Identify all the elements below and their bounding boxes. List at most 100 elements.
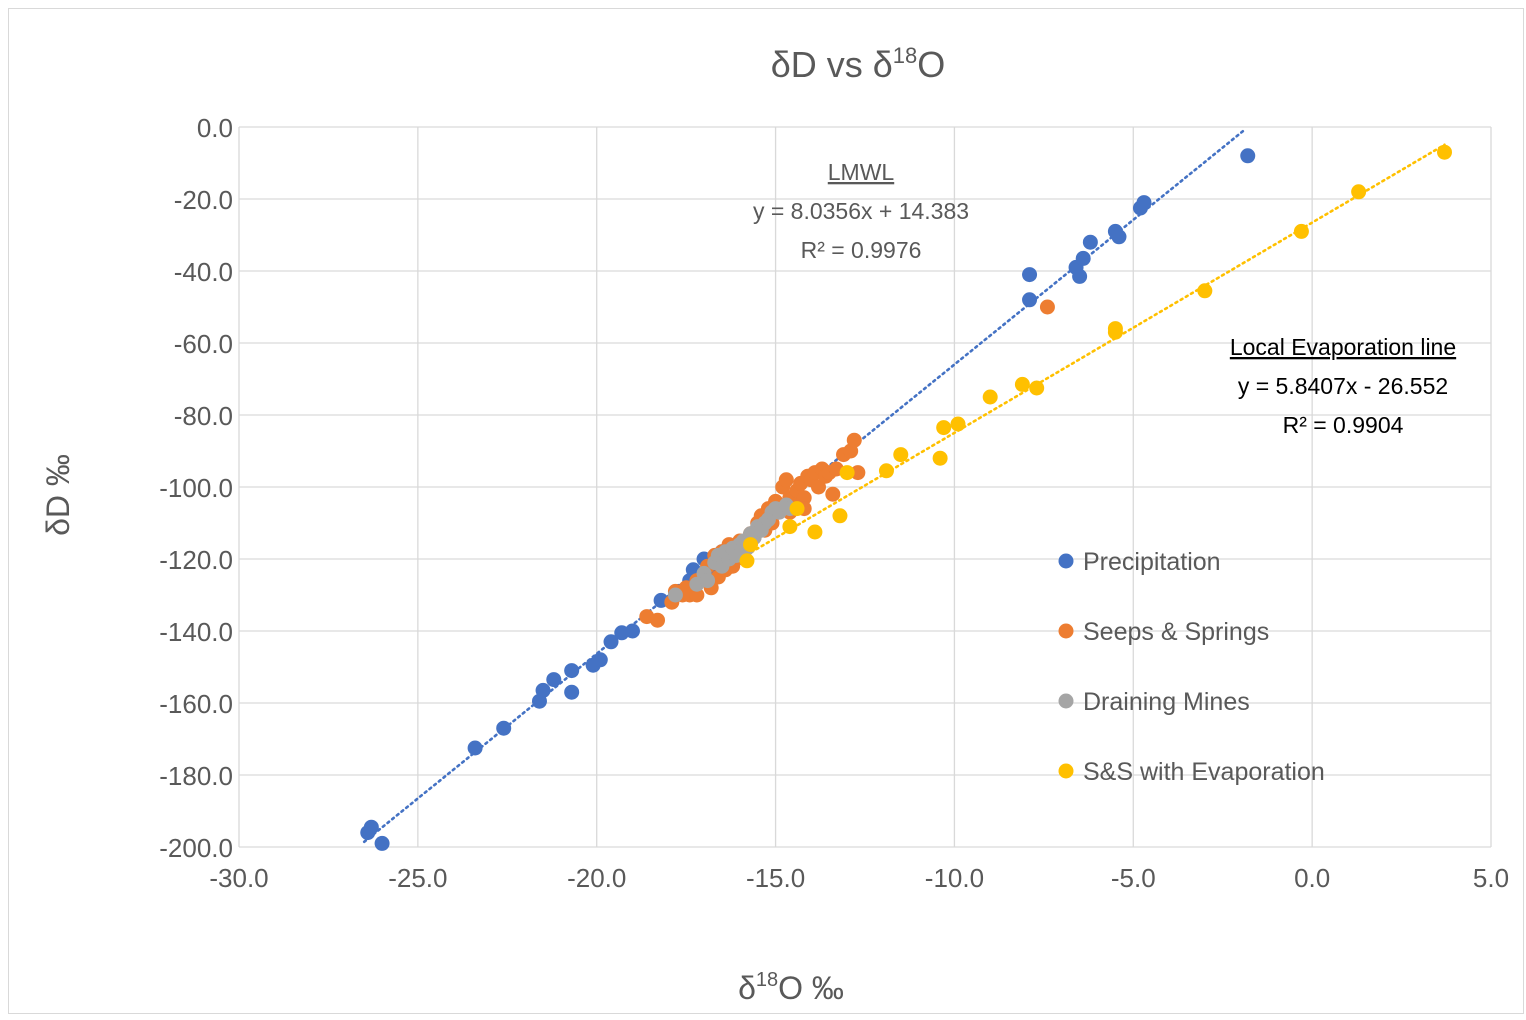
lmwl-r2: R² = 0.9976: [801, 237, 922, 263]
y-tick-label: -100.0: [159, 473, 233, 503]
data-point: [932, 450, 948, 466]
data-point: [1197, 283, 1213, 299]
data-point: [1240, 148, 1256, 164]
evaporation-annotation: Local Evaporation line y = 5.8407x - 26.…: [1230, 334, 1456, 438]
y-tick-label: -140.0: [159, 617, 233, 647]
data-point: [743, 537, 759, 553]
data-point: [778, 472, 794, 488]
data-point: [1014, 376, 1030, 392]
chart-title: δD vs δ18O: [771, 43, 946, 85]
y-tick-label: 0.0: [197, 113, 233, 143]
lmwl-annotation: LMWL y = 8.0356x + 14.383 R² = 0.9976: [753, 159, 969, 263]
data-point: [807, 524, 823, 540]
legend-item: Precipitation: [1058, 548, 1221, 576]
data-point: [667, 587, 683, 603]
data-point: [1111, 229, 1127, 245]
legend-item: Draining Mines: [1058, 688, 1250, 716]
evaporation-r2: R² = 0.9904: [1283, 412, 1404, 438]
data-point: [850, 465, 866, 481]
data-point: [810, 479, 826, 495]
series-2: [667, 497, 798, 603]
y-tick-label: -60.0: [174, 329, 233, 359]
lmwl-title: LMWL: [828, 159, 895, 185]
x-tick-label: -5.0: [1111, 863, 1156, 893]
data-point: [650, 612, 666, 628]
y-tick-label: -180.0: [159, 761, 233, 791]
data-point: [546, 672, 562, 688]
data-point: [1351, 184, 1367, 200]
data-point: [878, 463, 894, 479]
y-tick-label: -20.0: [174, 185, 233, 215]
data-point: [535, 682, 551, 698]
chart-frame: 0.0 -20.0 -40.0 -60.0 -80.0 -100.0 -120.0 -140.…: [8, 8, 1524, 1014]
data-point: [624, 623, 640, 639]
tick-labels: 0.0 -20.0 -40.0 -60.0 -80.0 -100.0 -120.0 -140.…: [159, 113, 1509, 893]
data-point: [1436, 144, 1452, 160]
y-tick-label: -200.0: [159, 833, 233, 863]
series-3: [739, 144, 1452, 569]
data-point: [467, 740, 483, 756]
y-tick-label: -160.0: [159, 689, 233, 719]
data-point: [789, 501, 805, 517]
data-point: [1022, 267, 1038, 283]
evaporation-title: Local Evaporation line: [1230, 334, 1456, 360]
x-tick-label: 0.0: [1294, 863, 1330, 893]
data-point: [846, 432, 862, 448]
legend-label: Seeps & Springs: [1083, 618, 1269, 646]
data-point: [689, 587, 705, 603]
y-axis-label: δD ‰: [40, 454, 76, 536]
data-point: [1029, 380, 1045, 396]
data-point: [1075, 250, 1091, 266]
data-point: [893, 447, 909, 463]
x-tick-label: -20.0: [567, 863, 626, 893]
x-tick-label: -10.0: [925, 863, 984, 893]
legend-marker: [1058, 693, 1074, 709]
evaporation-equation: y = 5.8407x - 26.552: [1238, 373, 1448, 399]
data-point: [1072, 268, 1088, 284]
legend: Precipitation Seeps & Springs Draining Min…: [1058, 548, 1325, 786]
data-point: [739, 553, 755, 569]
legend-label: S&S with Evaporation: [1083, 758, 1325, 786]
legend-label: Draining Mines: [1083, 688, 1250, 716]
data-point: [839, 465, 855, 481]
data-point: [700, 573, 716, 589]
data-point: [496, 720, 512, 736]
data-point: [592, 652, 608, 668]
data-point: [782, 519, 798, 535]
data-point: [982, 389, 998, 405]
data-point: [1039, 299, 1055, 315]
data-point: [564, 684, 580, 700]
scatter-chart: 0.0 -20.0 -40.0 -60.0 -80.0 -100.0 -120.0 -140.…: [40, 43, 1509, 1006]
data-point: [832, 508, 848, 524]
data-point: [796, 490, 812, 506]
data-point: [936, 420, 952, 436]
data-point: [564, 663, 580, 679]
legend-marker: [1058, 763, 1074, 779]
legend-marker: [1058, 623, 1074, 639]
data-point: [603, 634, 619, 650]
data-point: [1136, 195, 1152, 211]
x-tick-label: -15.0: [746, 863, 805, 893]
grid: [238, 126, 1492, 848]
x-tick-label: 5.0: [1473, 863, 1509, 893]
data-point: [1107, 324, 1123, 340]
x-axis-label: δ18O ‰: [738, 969, 844, 1006]
y-tick-label: -40.0: [174, 257, 233, 287]
data-point: [825, 486, 841, 502]
y-tick-label: -120.0: [159, 545, 233, 575]
data-point: [1022, 292, 1038, 308]
x-tick-label: -25.0: [388, 863, 447, 893]
data-point: [1293, 223, 1309, 239]
data-points: [360, 144, 1452, 851]
x-tick-label: -30.0: [209, 863, 268, 893]
data-point: [374, 835, 390, 851]
data-point: [1082, 234, 1098, 250]
legend-item: Seeps & Springs: [1058, 618, 1269, 646]
evaporation-trendline: [724, 143, 1446, 569]
lmwl-equation: y = 8.0356x + 14.383: [753, 198, 969, 224]
data-point: [363, 819, 379, 835]
legend-marker: [1058, 553, 1074, 569]
legend-item: S&S with Evaporation: [1058, 758, 1325, 786]
legend-label: Precipitation: [1083, 548, 1221, 576]
y-tick-label: -80.0: [174, 401, 233, 431]
